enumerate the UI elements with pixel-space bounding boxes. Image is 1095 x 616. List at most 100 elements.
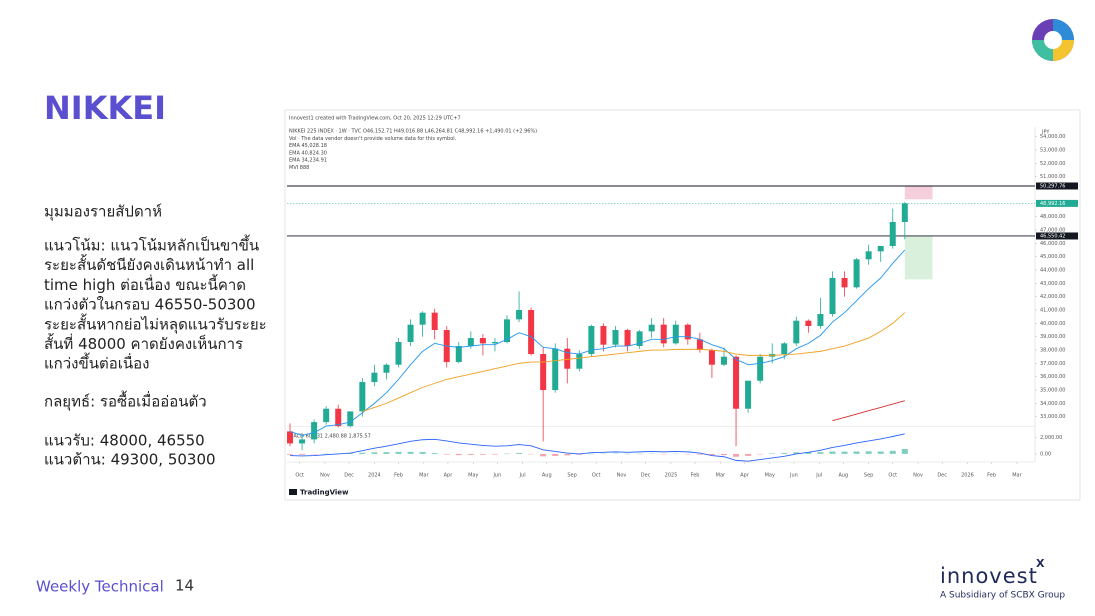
x-tick-label: 2024 [368, 473, 381, 479]
candle-body [467, 338, 474, 347]
tv-logo: TradingView [289, 489, 349, 497]
macd-bar [817, 452, 824, 454]
trend-line: แกว่งขึ้นต่อเนื่อง [44, 353, 149, 373]
macd-bar [443, 453, 450, 455]
currency: JPY [1041, 130, 1050, 136]
candle-body [636, 331, 643, 347]
x-tick-label: Jul [519, 473, 526, 479]
level-label: 50,297.76 [1040, 183, 1065, 189]
chart-frame [284, 109, 1081, 501]
y-tick-label: 51,000.00 [1040, 174, 1065, 180]
footer: Weekly Technical [36, 578, 164, 596]
macd-line [289, 433, 905, 462]
macd-bar [696, 453, 703, 455]
candle-body [865, 251, 872, 260]
ema-line [362, 312, 906, 412]
macd-bar [781, 452, 788, 454]
candle-body [323, 408, 330, 423]
x-tick-label: Oct [888, 473, 897, 479]
x-tick-label: Apr [740, 473, 750, 479]
y-tick-label: 44,000.00 [1040, 267, 1065, 273]
candle-body [817, 314, 824, 327]
candle-body [877, 245, 884, 252]
candle-body [431, 312, 438, 331]
heading: มุมมองรายสัปดาห์ [44, 203, 162, 222]
x-tick-label: May [765, 473, 775, 479]
candle-body [720, 356, 727, 365]
macd-bar [829, 451, 836, 454]
x-tick-label: Oct [295, 473, 304, 479]
candle-body [672, 324, 679, 344]
trend-line: time high ต่อเนื่อง ขณะนี้คาด [44, 274, 246, 294]
candle-body [781, 343, 788, 355]
trend-line: ระยะสั้นดัชนียังคงเดินหน้าทำ all [44, 254, 254, 274]
macd-bar [359, 452, 366, 454]
x-tick-label: Aug [542, 473, 552, 479]
slide-title: NIKKEI [44, 89, 166, 127]
candle-body [588, 326, 595, 355]
macd-bar [793, 452, 800, 454]
candle-body [504, 319, 510, 343]
chart-header: Innovest1 created with TradingView.com, … [289, 116, 461, 122]
macd-bar [395, 451, 402, 454]
candle-body [733, 356, 740, 409]
candle-body [660, 324, 667, 344]
candle-body [757, 356, 764, 381]
candle-body [479, 338, 486, 344]
candle-body [805, 320, 812, 327]
ema-line [832, 400, 905, 422]
macd-bar [805, 452, 812, 454]
candle-body [407, 324, 414, 343]
macd-y-tick-label: 0.00 [1040, 451, 1051, 457]
x-tick-label: Feb [394, 473, 403, 479]
candle-body [528, 310, 535, 355]
strategy: กลยุทธ์: รอซื้อเมื่ออ่อนตัว [44, 391, 207, 412]
macd-bar [901, 449, 908, 454]
candle-body [564, 348, 571, 369]
macd-bar [552, 453, 559, 456]
x-tick-label: Dec [937, 473, 947, 479]
trend-line: ระยะสั้นหากย่อไม่หลุดแนวรับระยะ [44, 313, 267, 334]
candle-body [540, 354, 547, 391]
macd-bar [455, 453, 462, 456]
brand-mark: X [1036, 557, 1045, 570]
x-tick-label: Sep [864, 473, 873, 479]
y-tick-label: 53,000.00 [1040, 147, 1065, 153]
candle-body [853, 259, 860, 288]
chart-header: EMA 45,028.18 [289, 143, 327, 149]
x-tick-label: Mar [716, 473, 726, 479]
candle-body [696, 339, 703, 351]
candle-body [395, 342, 402, 365]
x-tick-label: Nov [617, 473, 627, 479]
macd-bar [467, 453, 474, 455]
candle-body [708, 350, 715, 365]
y-tick-label: 52,000.00 [1040, 161, 1065, 167]
macd-bar [407, 451, 414, 454]
y-tick-label: 41,000.00 [1040, 308, 1065, 314]
candle-body [552, 348, 559, 391]
y-tick-label: 42,000.00 [1040, 294, 1065, 300]
zone [904, 235, 933, 280]
x-tick-label: Mar [1012, 473, 1022, 479]
x-tick-label: Oct [592, 473, 601, 479]
logo-icon [1032, 19, 1074, 61]
last-price-label: 48,992.16 [1040, 201, 1065, 207]
y-tick-label: 54,000.00 [1040, 134, 1065, 140]
x-tick-label: Dec [344, 473, 354, 479]
candle-body [889, 221, 896, 246]
candle-body [648, 324, 655, 332]
y-tick-label: 33,000.00 [1040, 414, 1065, 420]
brand-tagline: A Subsidiary of SCBX Group [940, 591, 1065, 601]
x-tick-label: Sep [567, 473, 576, 479]
trend-line: แนวโน้ม: แนวโน้มหลักเป็นขาขึ้น [44, 235, 259, 255]
macd-header: MACD 605.31 2,480.88 1,875.57 [289, 434, 371, 440]
y-tick-label: 34,000.00 [1040, 401, 1065, 407]
trend-text: แนวโน้ม: แนวโน้มหลักเป็นขาขึ้นระยะสั้นดั… [44, 235, 267, 373]
macd-bar [431, 453, 438, 454]
chart-header: Vol · The data vendor doesn't provide vo… [289, 136, 457, 142]
macd-bar [419, 451, 426, 454]
macd-bar [516, 452, 523, 454]
candle-body [600, 326, 607, 345]
level-box [1036, 232, 1078, 240]
x-tick-label: 2025 [665, 473, 678, 479]
